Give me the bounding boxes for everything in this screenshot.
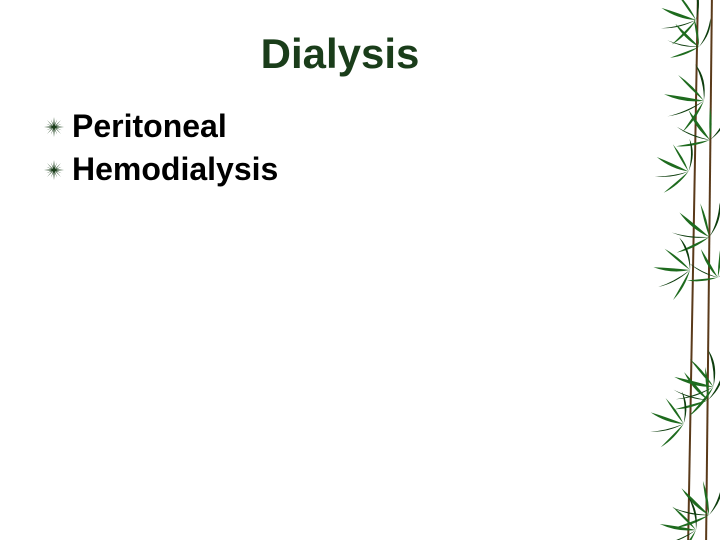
slide-title: Dialysis — [0, 30, 680, 78]
starburst-icon — [44, 117, 64, 137]
starburst-icon — [44, 160, 64, 180]
bullet-text: Hemodialysis — [72, 151, 278, 188]
list-item: Hemodialysis — [44, 151, 680, 188]
slide: Dialysis — [0, 0, 720, 540]
bullet-list: Peritoneal — [40, 108, 680, 188]
bamboo-decoration-icon — [600, 0, 720, 540]
bullet-text: Peritoneal — [72, 108, 227, 145]
list-item: Peritoneal — [44, 108, 680, 145]
